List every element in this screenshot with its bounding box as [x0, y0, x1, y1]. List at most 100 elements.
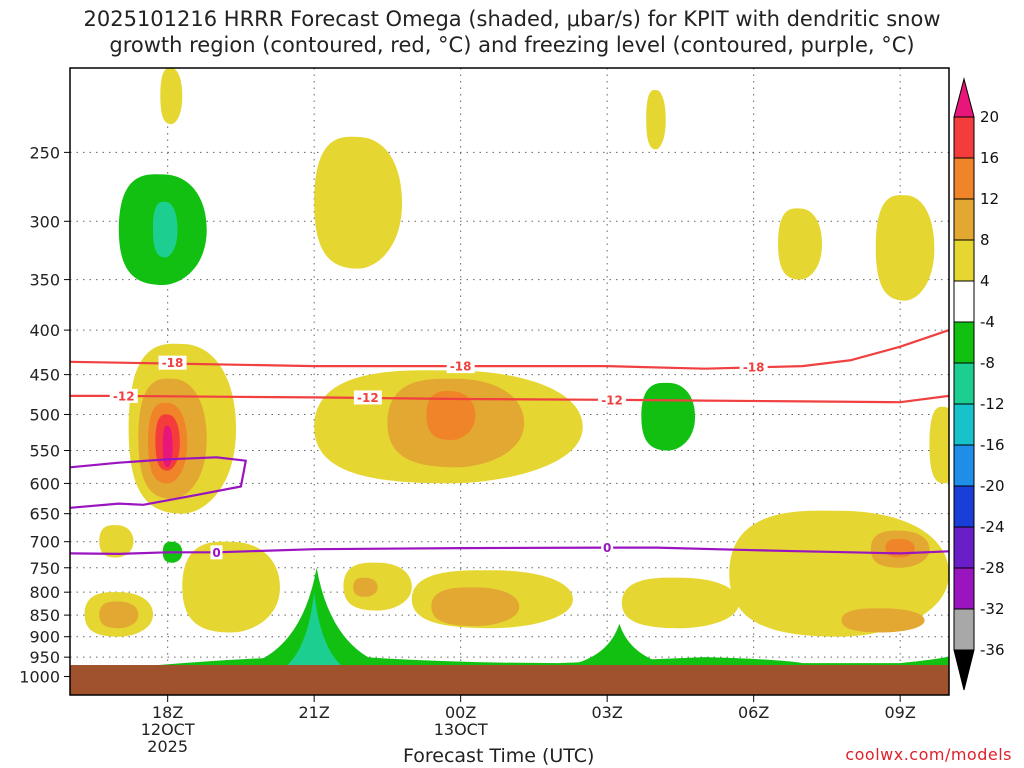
omega-region-extra-8: [343, 562, 412, 611]
colorbar-band-4: [953, 280, 975, 323]
omega-region-extra-22: [558, 623, 681, 667]
contour-label-0: -18: [162, 356, 184, 370]
contour-label-bg-3: [109, 388, 138, 403]
colorbar-label-11: -28: [980, 559, 1005, 577]
omega-region-extra-13: [353, 577, 378, 597]
y-tick-label-350: 350: [29, 271, 60, 290]
contour-line-1: [70, 394, 949, 404]
ground-layer: [70, 665, 949, 695]
contour-label-bg-5: [598, 392, 627, 407]
colorbar-band-2: [953, 198, 975, 241]
omega-core-neg-upper-left-core: [153, 201, 178, 258]
contour-line-0: [70, 329, 949, 370]
colorbar-band-8: [953, 444, 975, 487]
y-tick-label-450: 450: [29, 366, 60, 385]
omega-region-extra-1: [314, 136, 403, 269]
x-tick-label-2-1: 12OCT: [141, 720, 195, 739]
omega-region-extra-10: [621, 577, 740, 629]
colorbar-label-7: -12: [980, 395, 1005, 413]
colorbar-label-4: 4: [980, 272, 990, 290]
omega-region-extra-5: [929, 406, 949, 484]
y-tick-label-1000: 1000: [19, 668, 60, 687]
contour-label-7: 0: [603, 541, 611, 555]
contour-label-6: 0: [212, 546, 220, 560]
x-axis-label: Forecast Time (UTC): [403, 745, 595, 767]
y-tick-label-300: 300: [29, 212, 60, 231]
contour-line-3: [70, 456, 247, 509]
chart-title: 2025101216 HRRR Forecast Omega (shaded, …: [0, 6, 1024, 58]
colorbar-band-11: [953, 567, 975, 610]
x-tick-label-8-0: 00Z: [445, 703, 476, 722]
colorbar-label-6: -8: [980, 354, 995, 372]
x-tick-label-2-0: 18Z: [152, 703, 183, 722]
omega-core-pos-dgz-left-peak: [162, 425, 173, 468]
colorbar-band-0: [953, 116, 975, 159]
x-tick-label-17-0: 09Z: [885, 703, 916, 722]
omega-region-extra-0: [160, 68, 183, 125]
omega-shading: [70, 68, 949, 695]
x-tick-label-14-0: 06Z: [738, 703, 769, 722]
plot-frame: [69, 67, 950, 696]
x-tick-label-11-0: 03Z: [592, 703, 623, 722]
x-tick-label-2-2: 2025: [147, 737, 188, 756]
y-tick-label-650: 650: [29, 505, 60, 524]
contour-label-bg-1: [446, 359, 475, 374]
y-tick-label-800: 800: [29, 583, 60, 602]
gridlines: [70, 68, 949, 695]
contour-label-4: -12: [357, 391, 379, 405]
colorbar-bottom-arrow: [953, 649, 975, 691]
colorbar-band-9: [953, 485, 975, 528]
colorbar-label-12: -32: [980, 600, 1005, 618]
colorbar-band-6: [953, 362, 975, 405]
colorbar-label-5: -4: [980, 313, 995, 331]
colorbar-label-13: -36: [980, 641, 1005, 659]
colorbar-band-1: [953, 157, 975, 200]
contour-label-bg-6: [210, 545, 223, 560]
contour-label-1: -18: [450, 360, 472, 374]
omega-core-pos-low-right-core: [885, 538, 915, 558]
y-tick-label-600: 600: [29, 474, 60, 493]
omega-region-extra-3: [778, 208, 823, 280]
colorbar-band-5: [953, 321, 975, 364]
colorbar-label-8: -16: [980, 436, 1005, 454]
contour-label-bg-7: [601, 540, 614, 555]
y-tick-label-550: 550: [29, 442, 60, 461]
colorbar-label-9: -20: [980, 477, 1005, 495]
omega-core-neg-boundary-layer-core: [275, 592, 354, 673]
y-axis: 250 300 350 400 450 500 550 600 650 700 750 800 850 9…: [19, 143, 70, 687]
contour-label-2: -18: [743, 360, 765, 374]
colorbar-band-7: [953, 403, 975, 446]
contour-label-bg-2: [739, 359, 768, 374]
omega-region-neg-midlevel-right: [641, 382, 696, 451]
colorbar-label-2: 12: [980, 190, 999, 208]
colorbar-label-0: 20: [980, 108, 999, 126]
chart-title-line1: 2025101216 HRRR Forecast Omega (shaded, …: [83, 7, 941, 31]
chart-title-line2: growth region (contoured, red, °C) and f…: [109, 33, 915, 57]
omega-region-extra-12: [99, 601, 139, 629]
contour-label-5: -12: [601, 393, 623, 407]
y-tick-label-900: 900: [29, 628, 60, 647]
colorbar-label-1: 16: [980, 149, 999, 167]
y-tick-label-400: 400: [29, 321, 60, 340]
credit-text: coolwx.com/models: [845, 745, 1012, 764]
y-tick-label-850: 850: [29, 606, 60, 625]
omega-region-extra-14: [431, 587, 520, 627]
y-tick-label-500: 500: [29, 405, 60, 424]
colorbar-band-10: [953, 526, 975, 569]
omega-region-extra-7: [182, 541, 280, 633]
contour-labels: -18 -18 -18 -12 -12 -12 0 0: [109, 355, 768, 560]
y-tick-label-950: 950: [29, 648, 60, 667]
colorbar-label-3: 8: [980, 231, 990, 249]
y-tick-label-750: 750: [29, 559, 60, 578]
contour-label-bg-0: [158, 355, 187, 370]
omega-region-extra-4: [875, 195, 935, 301]
x-tick-label-8-1: 13OCT: [434, 720, 488, 739]
omega-region-extra-11: [99, 525, 134, 558]
colorbar: 20 16 12 8 4 -4 -8 -12 -16 -20 -24 -28 -32 -36: [953, 77, 1005, 691]
omega-core-pos-dgz-center-core: [426, 391, 476, 441]
contour-label-bg-4: [353, 390, 382, 405]
x-tick-label-5-0: 21Z: [299, 703, 330, 722]
colorbar-band-12: [953, 608, 975, 651]
